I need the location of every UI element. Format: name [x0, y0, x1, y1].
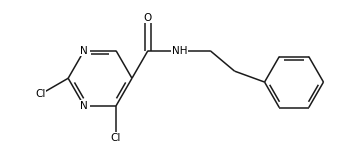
Text: Cl: Cl	[111, 133, 121, 143]
Text: NH: NH	[172, 46, 187, 56]
Text: N: N	[80, 46, 88, 56]
Text: N: N	[80, 101, 88, 111]
Text: O: O	[144, 13, 152, 23]
Text: Cl: Cl	[35, 89, 46, 99]
